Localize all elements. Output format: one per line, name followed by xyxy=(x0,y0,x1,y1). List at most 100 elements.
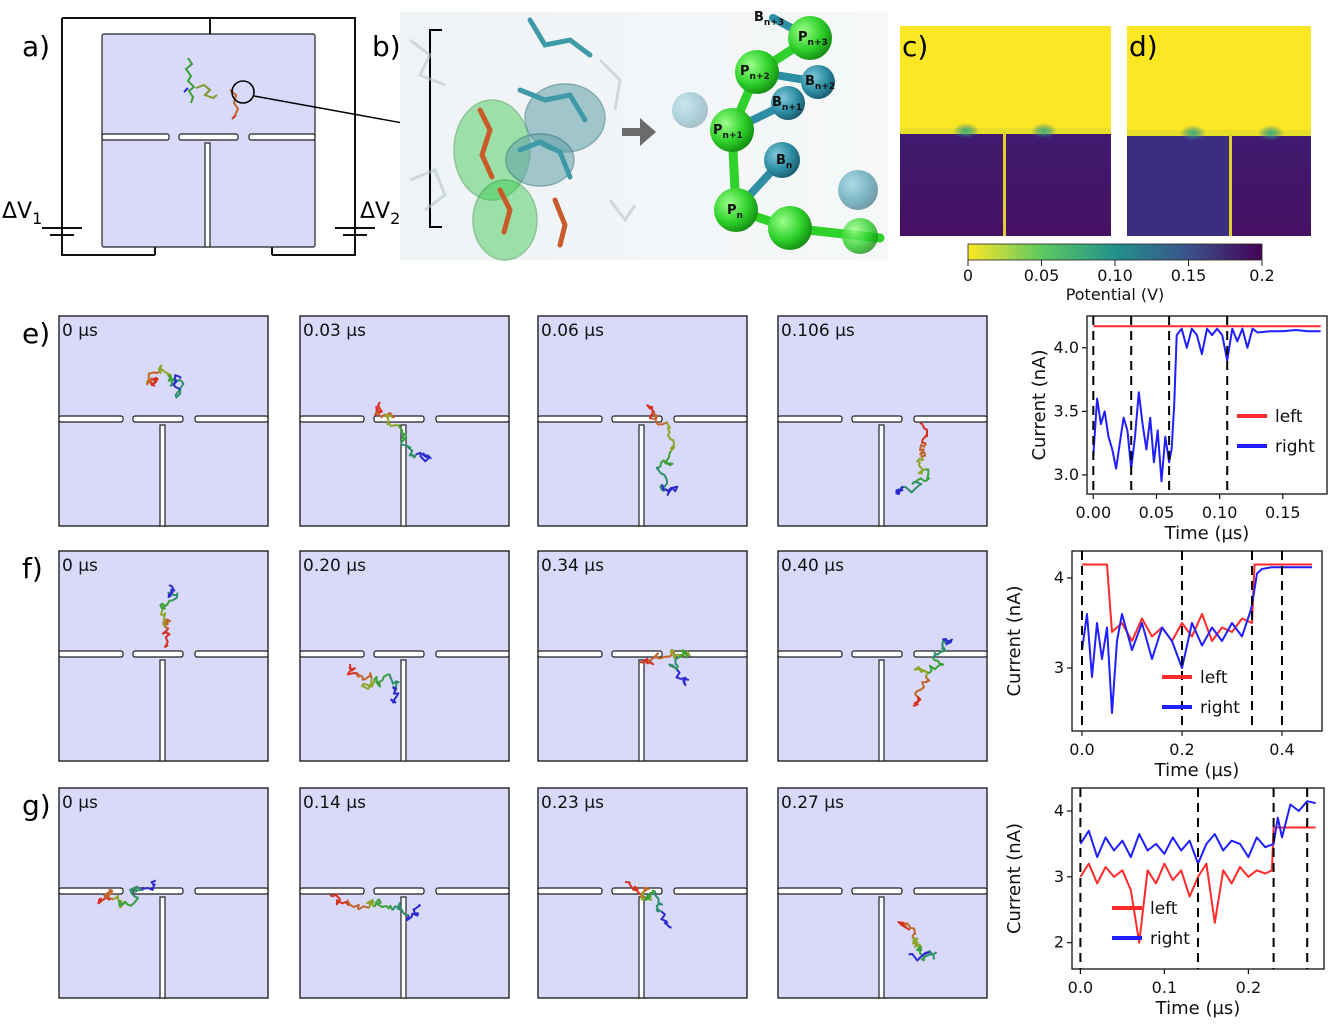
colorbar-tick-label: 0.15 xyxy=(1171,266,1207,285)
dna-trajectory-segment xyxy=(346,899,370,911)
membrane-segment xyxy=(299,887,365,895)
membrane-segment xyxy=(373,650,425,658)
series-line-right xyxy=(1081,566,1312,714)
legend-label-left: left xyxy=(1150,899,1178,919)
y-tick-label: 4 xyxy=(1054,568,1064,587)
bead-bn2 xyxy=(801,65,835,99)
dna-trajectory-segment xyxy=(669,649,691,659)
snapshot-time-label: 0.20 µs xyxy=(303,556,366,576)
membrane-segment xyxy=(673,415,748,423)
membrane-segment xyxy=(777,887,843,895)
dna-trajectory-segment xyxy=(375,411,395,419)
x-tick-label: 0.4 xyxy=(1269,740,1294,759)
separator-wall xyxy=(638,659,645,762)
membrane-segment xyxy=(611,650,663,658)
membrane-segment xyxy=(194,415,269,423)
panel-b: b) xyxy=(372,10,888,261)
separator-wall xyxy=(400,424,407,527)
y-tick-label: 3 xyxy=(1054,658,1064,677)
snapshot-time-label: 0.23 µs xyxy=(541,793,604,813)
dna-trajectory-segment xyxy=(346,663,358,676)
dna-trajectory-segment xyxy=(366,899,376,909)
dna-trajectory-segment xyxy=(899,481,923,494)
dna-trajectory-segment xyxy=(149,376,159,387)
dna-trajectory-segment xyxy=(919,422,929,445)
dna-trajectory-segment xyxy=(912,695,922,707)
plot-frame xyxy=(1086,315,1328,495)
label-pn2: Pn+2 xyxy=(740,64,770,82)
dna-trajectory-segment xyxy=(384,413,401,427)
label-pn3: Pn+3 xyxy=(798,30,828,48)
separator-wall xyxy=(878,659,885,762)
delta-v1-label: ΔV1 xyxy=(2,199,42,228)
dna-trajectory-segment xyxy=(647,650,676,664)
snapshot-f-3: 0.34 µs xyxy=(537,550,748,762)
row-f: f) 0 µs 0.20 µs 0.34 µs 0.40 µs xyxy=(22,550,988,762)
current-traces: 0.00 0.05 0.10 0.15 3.0 3.5 4.0 Time (µs) Curren… xyxy=(1004,315,1328,1019)
membrane-segment xyxy=(851,887,903,895)
dna-trajectory-segment xyxy=(660,910,672,929)
dna-trajectory-segment xyxy=(897,921,911,931)
panel-letter-a: a) xyxy=(22,30,50,63)
dna-trajectory-segment xyxy=(942,638,953,646)
snapshot-g-4: 0.27 µs xyxy=(777,787,988,999)
dna-trajectory-segment xyxy=(916,456,926,475)
x-tick-label: 0.2 xyxy=(1169,740,1194,759)
dna-trajectory-segment xyxy=(400,440,417,459)
x-axis-label: Time (µs) xyxy=(1155,998,1241,1019)
membrane-segment xyxy=(132,415,184,423)
dna-trajectory-segment xyxy=(675,668,690,687)
snapshot-g-2: 0.14 µs xyxy=(299,787,510,999)
dna-trajectory-segment xyxy=(146,370,162,386)
panel-letter-e: e) xyxy=(22,317,50,350)
snapshot-time-label: 0 µs xyxy=(62,321,98,341)
membrane-segment xyxy=(299,415,365,423)
membrane-segment xyxy=(851,650,903,658)
snapshot-time-label: 0 µs xyxy=(62,556,98,576)
separator-wall xyxy=(638,424,645,527)
x-tick-label: 0.10 xyxy=(1202,503,1238,522)
current-plot-g: 0.0 0.1 0.2 2 3 4 Time (µs) Current (nA) left rig… xyxy=(1004,787,1325,1019)
snapshot-time-label: 0.40 µs xyxy=(781,556,844,576)
membrane-segment xyxy=(132,650,184,658)
x-tick-label: 0.00 xyxy=(1076,503,1112,522)
dna-trajectory-segment xyxy=(360,678,375,690)
bead-pn xyxy=(714,188,758,232)
membrane-segment xyxy=(537,415,603,423)
bead-pn3 xyxy=(788,16,832,60)
membrane-segment xyxy=(194,650,269,658)
dna-trajectory-segment xyxy=(668,657,679,671)
membrane-segment xyxy=(373,887,425,895)
y-axis-label: Current (nA) xyxy=(1004,585,1025,696)
dna-trajectory-segment xyxy=(159,599,173,610)
legend: left right xyxy=(1162,668,1240,718)
snapshot-time-label: 0.14 µs xyxy=(303,793,366,813)
dna-trajectory-segment xyxy=(162,618,172,630)
membrane-segment xyxy=(851,415,903,423)
snapshot-f-2: 0.20 µs xyxy=(299,550,510,762)
dna-trajectory-segment xyxy=(916,946,927,962)
snapshot-time-label: 0.06 µs xyxy=(541,321,604,341)
y-tick-label: 3.0 xyxy=(1054,465,1079,484)
colorbar-tick-label: 0.10 xyxy=(1097,266,1133,285)
dna-trajectory-segment xyxy=(661,484,679,497)
y-tick-label: 4.0 xyxy=(1054,338,1079,357)
bead-pn2 xyxy=(735,50,779,94)
dna-trajectory-segment xyxy=(373,672,390,688)
membrane-segment xyxy=(673,887,748,895)
panel-letter-c: c) xyxy=(902,30,928,63)
dna-trajectory-segment xyxy=(329,893,350,907)
membrane-segment xyxy=(537,650,603,658)
membrane-segment xyxy=(777,650,843,658)
dna-trajectory-segment xyxy=(655,466,669,492)
membrane-segment xyxy=(913,650,988,658)
y-axis-label: Current (nA) xyxy=(1029,349,1050,460)
dna-trajectory-segment xyxy=(659,451,674,468)
snapshot-time-label: 0.03 µs xyxy=(303,321,366,341)
membrane-segment xyxy=(537,887,603,895)
panel-letter-g: g) xyxy=(22,789,51,822)
snapshot-e-2: 0.03 µs xyxy=(299,315,510,527)
dna-trajectory-segment xyxy=(355,672,373,681)
separator-wall xyxy=(159,424,166,527)
dna-trajectory-segment xyxy=(157,364,173,379)
